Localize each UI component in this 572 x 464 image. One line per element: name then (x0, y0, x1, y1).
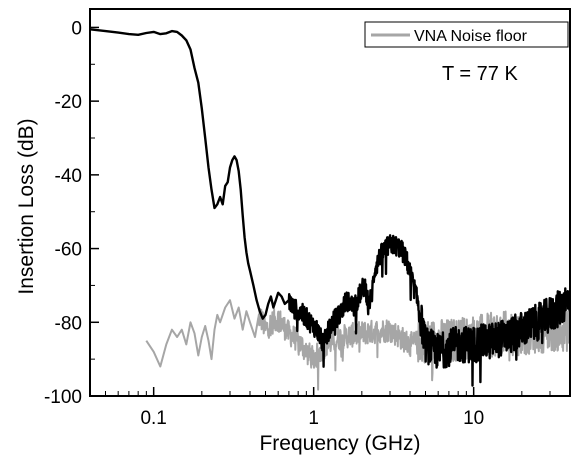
y-axis: 0 -20 -40 -60 -80 -100 (44, 18, 99, 408)
legend-label-noise-floor: VNA Noise floor (414, 28, 528, 45)
plot-frame (89, 8, 571, 397)
y-tick-label: -80 (55, 313, 82, 334)
series-line-insertion-loss (90, 28, 570, 387)
x-tick-label: 10 (463, 408, 484, 429)
y-tick-label: -40 (55, 166, 82, 187)
legend: VNA Noise floor (364, 21, 569, 48)
y-tick-label: -60 (55, 240, 82, 261)
temperature-annotation: T = 77 K (442, 63, 518, 85)
y-tick-label: -20 (55, 92, 82, 113)
x-axis: 0.1 1 10 (89, 387, 571, 429)
y-axis-title: Insertion Loss (dB) (15, 118, 38, 294)
x-tick-label: 0.1 (140, 408, 166, 429)
series-layer (90, 28, 570, 391)
y-tick-label: 0 (71, 18, 82, 39)
x-axis-title: Frequency (GHz) (259, 432, 420, 455)
x-tick-label: 1 (308, 408, 319, 429)
y-tick-label: -100 (44, 387, 82, 408)
